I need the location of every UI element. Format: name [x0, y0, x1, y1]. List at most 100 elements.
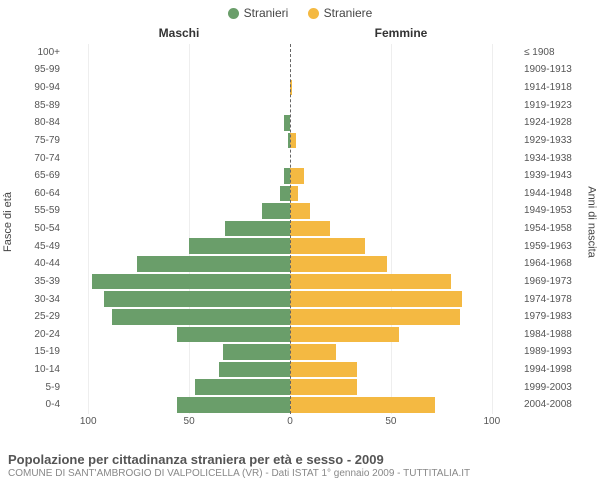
center-line — [290, 44, 291, 414]
birth-year-label: 1989-1993 — [520, 343, 600, 361]
age-label: 80-84 — [0, 114, 64, 132]
male-row — [68, 44, 290, 62]
female-row — [290, 132, 512, 150]
male-row — [68, 202, 290, 220]
male-half — [68, 44, 290, 414]
male-bar — [104, 291, 290, 307]
birth-year-label: 1954-1958 — [520, 220, 600, 238]
male-bar — [189, 238, 290, 254]
birth-year-label: 1934-1938 — [520, 149, 600, 167]
age-label: 10-14 — [0, 361, 64, 379]
female-bar — [290, 309, 460, 325]
male-row — [68, 273, 290, 291]
female-half — [290, 44, 512, 414]
birth-year-label: 1984-1988 — [520, 326, 600, 344]
female-row — [290, 361, 512, 379]
male-swatch — [228, 8, 239, 19]
female-row — [290, 61, 512, 79]
age-labels: 100+95-9990-9485-8980-8475-7970-7465-696… — [0, 44, 64, 414]
age-label: 95-99 — [0, 61, 64, 79]
age-label: 0-4 — [0, 396, 64, 414]
male-bar — [112, 309, 290, 325]
chart-subtitle: COMUNE DI SANT'AMBROGIO DI VALPOLICELLA … — [8, 468, 592, 479]
female-row — [290, 378, 512, 396]
age-label: 85-89 — [0, 96, 64, 114]
male-row — [68, 132, 290, 150]
male-bar — [92, 274, 290, 290]
birth-year-label: 1994-1998 — [520, 361, 600, 379]
male-bar — [280, 186, 290, 202]
age-label: 15-19 — [0, 343, 64, 361]
female-row — [290, 167, 512, 185]
female-row — [290, 396, 512, 414]
chart-title: Popolazione per cittadinanza straniera p… — [8, 452, 592, 467]
male-row — [68, 149, 290, 167]
birth-year-label: 1974-1978 — [520, 290, 600, 308]
population-pyramid: Maschi Femmine Fasce di età Anni di nasc… — [0, 22, 600, 450]
birth-year-label: 1939-1943 — [520, 167, 600, 185]
x-tick: 0 — [287, 416, 293, 427]
age-label: 30-34 — [0, 290, 64, 308]
female-row — [290, 255, 512, 273]
birth-year-label: 1969-1973 — [520, 273, 600, 291]
legend-male-label: Stranieri — [244, 6, 289, 20]
birth-year-label: 1909-1913 — [520, 61, 600, 79]
female-row — [290, 202, 512, 220]
female-row — [290, 114, 512, 132]
age-label: 90-94 — [0, 79, 64, 97]
birth-year-label: 1979-1983 — [520, 308, 600, 326]
age-label: 25-29 — [0, 308, 64, 326]
age-label: 20-24 — [0, 326, 64, 344]
male-row — [68, 220, 290, 238]
x-tick: 100 — [80, 416, 97, 427]
x-tick: 100 — [483, 416, 500, 427]
birth-year-label: 1949-1953 — [520, 202, 600, 220]
age-label: 50-54 — [0, 220, 64, 238]
male-bar — [225, 221, 290, 237]
age-label: 55-59 — [0, 202, 64, 220]
female-row — [290, 326, 512, 344]
female-column-title: Femmine — [290, 26, 512, 40]
x-tick: 50 — [184, 416, 195, 427]
female-bar — [290, 203, 310, 219]
male-row — [68, 255, 290, 273]
female-row — [290, 290, 512, 308]
plot-area — [68, 44, 512, 414]
age-label: 75-79 — [0, 132, 64, 150]
female-row — [290, 149, 512, 167]
female-bar — [290, 379, 357, 395]
footer: Popolazione per cittadinanza straniera p… — [0, 450, 600, 479]
birth-year-label: 1914-1918 — [520, 79, 600, 97]
birth-year-label: 1999-2003 — [520, 378, 600, 396]
female-bar — [290, 397, 435, 413]
age-label: 65-69 — [0, 167, 64, 185]
birth-year-label: 1944-1948 — [520, 185, 600, 203]
male-row — [68, 378, 290, 396]
birth-year-labels: ≤ 19081909-19131914-19181919-19231924-19… — [520, 44, 600, 414]
female-bar — [290, 256, 387, 272]
female-row — [290, 79, 512, 97]
birth-year-label: 1924-1928 — [520, 114, 600, 132]
male-row — [68, 185, 290, 203]
age-label: 45-49 — [0, 237, 64, 255]
male-row — [68, 361, 290, 379]
legend-female-label: Straniere — [324, 6, 373, 20]
female-row — [290, 185, 512, 203]
age-label: 70-74 — [0, 149, 64, 167]
male-bar — [223, 344, 290, 360]
female-row — [290, 220, 512, 238]
age-label: 100+ — [0, 44, 64, 62]
birth-year-label: 1964-1968 — [520, 255, 600, 273]
male-row — [68, 308, 290, 326]
x-axis: 10050050100 — [68, 416, 512, 430]
female-bar — [290, 291, 462, 307]
male-row — [68, 114, 290, 132]
female-row — [290, 44, 512, 62]
male-column-title: Maschi — [68, 26, 290, 40]
age-label: 40-44 — [0, 255, 64, 273]
female-row — [290, 96, 512, 114]
male-row — [68, 326, 290, 344]
birth-year-label: 1959-1963 — [520, 237, 600, 255]
male-row — [68, 290, 290, 308]
male-row — [68, 396, 290, 414]
